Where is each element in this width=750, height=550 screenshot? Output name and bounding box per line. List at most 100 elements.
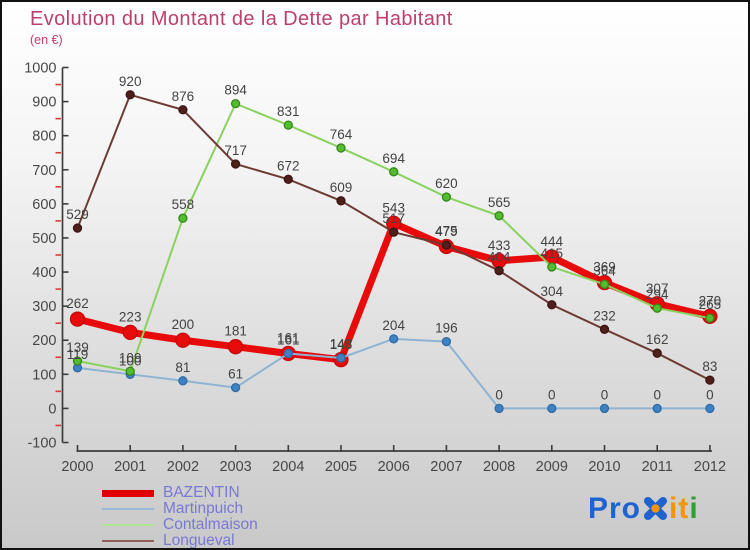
value-label: 262 bbox=[66, 296, 89, 311]
value-label: 369 bbox=[593, 260, 616, 275]
data-point bbox=[178, 105, 188, 115]
value-label: 475 bbox=[435, 223, 458, 238]
value-label: 83 bbox=[702, 359, 717, 374]
value-label: 294 bbox=[646, 287, 669, 302]
value-label: 204 bbox=[382, 318, 405, 333]
value-label: 415 bbox=[541, 246, 564, 261]
x-tick-label: 2003 bbox=[219, 459, 251, 475]
data-point bbox=[283, 174, 293, 184]
data-point bbox=[283, 348, 293, 359]
value-label: 200 bbox=[172, 317, 195, 332]
value-label: 162 bbox=[646, 332, 669, 347]
data-point bbox=[494, 211, 504, 221]
y-tick-label: 900 bbox=[32, 95, 56, 111]
logo-x-icon bbox=[644, 497, 668, 520]
value-label: 196 bbox=[435, 321, 458, 336]
legend-label: BAZENTIN bbox=[163, 484, 240, 502]
value-label: 543 bbox=[382, 200, 405, 215]
page-subtitle: (en €) bbox=[30, 33, 63, 47]
value-label: 444 bbox=[541, 234, 564, 249]
legend-swatch-contalmaison bbox=[102, 523, 154, 527]
y-tick-label: 200 bbox=[32, 333, 56, 349]
data-point bbox=[599, 324, 610, 334]
y-tick-label: -100 bbox=[27, 436, 56, 452]
data-point bbox=[547, 262, 557, 272]
y-tick-label: 100 bbox=[32, 367, 56, 383]
value-label: 0 bbox=[653, 387, 661, 402]
data-point bbox=[178, 213, 188, 223]
value-label: 764 bbox=[330, 127, 353, 142]
value-label: 265 bbox=[699, 297, 722, 312]
legend-swatch-martinpuich bbox=[102, 507, 154, 511]
data-point bbox=[283, 120, 293, 130]
value-label: 876 bbox=[172, 89, 195, 104]
data-point bbox=[652, 303, 662, 313]
x-tick-label: 2010 bbox=[588, 459, 620, 475]
data-point bbox=[441, 240, 452, 250]
value-label: 0 bbox=[495, 387, 503, 402]
legend-label: Contalmaison bbox=[163, 516, 258, 534]
value-label: 672 bbox=[277, 158, 300, 173]
value-label: 232 bbox=[593, 308, 616, 323]
value-label: 0 bbox=[706, 387, 714, 402]
data-point bbox=[175, 332, 191, 348]
y-tick-label: 800 bbox=[32, 129, 56, 145]
legend-label: Longueval bbox=[163, 532, 235, 550]
value-label: 364 bbox=[593, 263, 616, 278]
x-tick-label: 2008 bbox=[483, 459, 515, 475]
logo-text-t: t bbox=[678, 492, 690, 525]
x-tick-label: 2004 bbox=[272, 459, 304, 475]
value-label: 517 bbox=[382, 211, 405, 226]
value-label: 161 bbox=[277, 333, 300, 348]
value-label: 223 bbox=[119, 309, 142, 324]
value-label: 304 bbox=[541, 284, 564, 299]
y-tick-label: 500 bbox=[32, 231, 56, 247]
x-tick-label: 2000 bbox=[61, 459, 93, 475]
data-point bbox=[69, 311, 86, 327]
series-longueval bbox=[72, 90, 715, 385]
value-label: 0 bbox=[548, 387, 556, 402]
logo-text-pro: Pro bbox=[588, 492, 642, 525]
value-label: 307 bbox=[646, 281, 669, 296]
legend-item-contalmaison: Contalmaison bbox=[102, 517, 258, 533]
value-label: 148 bbox=[330, 337, 353, 352]
y-tick-label: 600 bbox=[32, 197, 56, 213]
value-label: 894 bbox=[224, 83, 247, 98]
value-label: 694 bbox=[382, 151, 405, 166]
x-tick-label: 2009 bbox=[536, 459, 568, 475]
y-tick-label: 400 bbox=[32, 265, 56, 281]
data-point bbox=[72, 223, 83, 233]
data-point bbox=[389, 227, 399, 237]
data-point bbox=[389, 334, 399, 344]
data-point bbox=[230, 159, 241, 169]
y-tick-label: 0 bbox=[48, 401, 56, 417]
axes: -100010020030040050060070080090010002000… bbox=[24, 61, 726, 476]
value-label: 0 bbox=[601, 387, 609, 402]
data-point bbox=[178, 376, 188, 386]
proxiti-logo[interactable]: Pro iti bbox=[588, 492, 699, 526]
series-contalmaison bbox=[72, 98, 715, 376]
value-label: 143 bbox=[330, 337, 353, 352]
value-label: 404 bbox=[488, 250, 511, 265]
legend-item-longueval: Longueval bbox=[102, 532, 258, 550]
x-tick-label: 2007 bbox=[430, 459, 462, 475]
data-point bbox=[336, 143, 346, 153]
data-point bbox=[705, 313, 715, 323]
value-label: 61 bbox=[228, 367, 243, 382]
data-point bbox=[705, 375, 715, 385]
x-tick-label: 2001 bbox=[114, 459, 146, 475]
data-point bbox=[599, 279, 610, 289]
value-label: 81 bbox=[175, 360, 190, 375]
data-point bbox=[705, 403, 715, 414]
x-tick-label: 2011 bbox=[642, 459, 673, 475]
data-point bbox=[441, 192, 452, 202]
page-title: Evolution du Montant de la Dette par Hab… bbox=[30, 8, 453, 30]
x-tick-label: 2005 bbox=[325, 459, 357, 475]
value-label: 565 bbox=[488, 195, 511, 210]
data-point bbox=[227, 339, 244, 355]
y-tick-label: 300 bbox=[32, 299, 56, 315]
data-point bbox=[230, 382, 241, 393]
series-martinpuich bbox=[72, 334, 715, 414]
y-tick-label: 1000 bbox=[24, 61, 56, 77]
